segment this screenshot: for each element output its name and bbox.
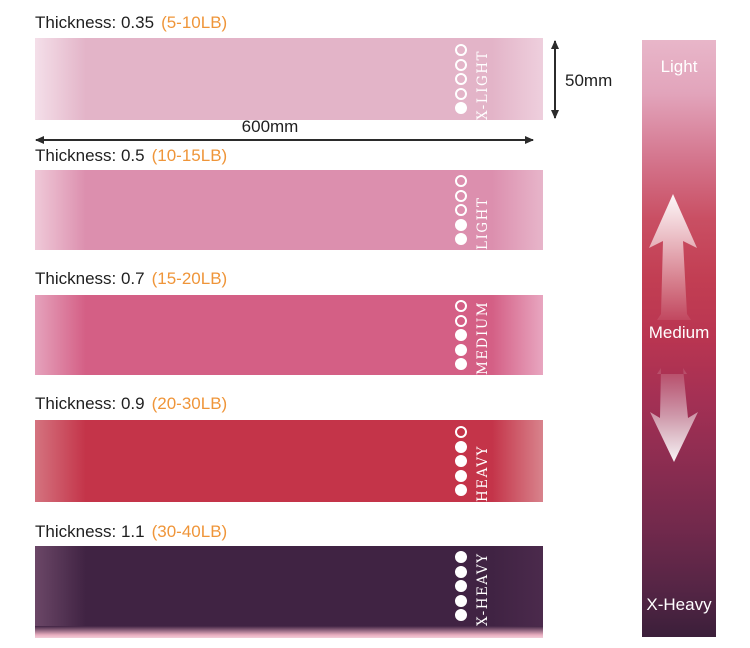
band-level-label: X-LIGHT xyxy=(475,49,491,120)
band-bottom-sheen xyxy=(35,626,543,638)
resistance-dots xyxy=(455,551,467,621)
scale-label-xheavy: X-Heavy xyxy=(646,595,712,614)
arrow-down-icon xyxy=(650,368,698,462)
resistance-dot xyxy=(455,594,467,607)
resistance-dot xyxy=(455,469,467,482)
height-dimension-arrow xyxy=(550,40,559,119)
weight-range-text: (20-30LB) xyxy=(151,394,228,413)
band-thickness-label: Thickness: 0.7 (15-20LB) xyxy=(35,269,227,289)
band-thickness-label: Thickness: 0.5 (10-15LB) xyxy=(35,146,227,166)
resistance-dot xyxy=(455,358,467,370)
weight-range-text: (15-20LB) xyxy=(151,269,228,288)
resistance-dot xyxy=(455,484,467,496)
height-dimension-label: 50mm xyxy=(565,71,613,90)
resistance-dot xyxy=(455,73,467,85)
thickness-text: Thickness: 0.7 xyxy=(35,269,145,288)
resistance-dot xyxy=(455,44,467,56)
width-dimension-label: 600mm xyxy=(241,117,299,136)
resistance-dot xyxy=(455,329,467,341)
weight-range-text: (10-15LB) xyxy=(151,146,228,165)
resistance-dot xyxy=(455,455,467,467)
resistance-dot xyxy=(455,102,467,114)
resistance-scale-bar: Light Medium X-Heavy xyxy=(642,40,716,637)
weight-range-text: (30-40LB) xyxy=(151,522,228,541)
resistance-dot xyxy=(455,426,467,438)
resistance-band-xlight: X-LIGHT xyxy=(35,38,543,120)
arrow-up-icon xyxy=(649,194,697,320)
resistance-dot xyxy=(455,565,467,578)
resistance-dot xyxy=(455,189,467,202)
resistance-dot xyxy=(455,314,467,327)
resistance-band-heavy: HEAVY xyxy=(35,420,543,502)
resistance-dot xyxy=(455,343,467,356)
arrow-left-icon xyxy=(35,135,44,144)
arrow-right-icon xyxy=(525,135,534,144)
resistance-dot xyxy=(455,233,467,245)
resistance-dots xyxy=(455,175,467,245)
width-dimension-arrow xyxy=(35,135,534,144)
resistance-dots xyxy=(455,300,467,370)
weight-range-text: (5-10LB) xyxy=(161,13,228,32)
resistance-dot xyxy=(455,58,467,71)
resistance-dot xyxy=(455,87,467,100)
band-thickness-label: Thickness: 1.1 (30-40LB) xyxy=(35,522,227,542)
resistance-dot xyxy=(455,204,467,216)
band-thickness-label: Thickness: 0.35 (5-10LB) xyxy=(35,13,227,33)
resistance-band-light: LIGHT xyxy=(35,170,543,250)
thickness-text: Thickness: 0.35 xyxy=(35,13,155,32)
resistance-band-xheavy: X-HEAVY xyxy=(35,546,543,638)
band-level-label: LIGHT xyxy=(475,196,491,250)
thickness-text: Thickness: 1.1 xyxy=(35,522,145,541)
band-level-label: HEAVY xyxy=(475,445,491,502)
resistance-dot xyxy=(455,175,467,187)
resistance-dots xyxy=(455,426,467,496)
resistance-dot xyxy=(455,580,467,592)
resistance-dot xyxy=(455,551,467,563)
resistance-dot xyxy=(455,300,467,312)
resistance-dots xyxy=(455,44,467,114)
scale-label-medium: Medium xyxy=(648,323,710,342)
resistance-dot xyxy=(455,609,467,621)
arrow-down-small-icon xyxy=(550,110,559,119)
band-level-label: X-HEAVY xyxy=(475,552,491,626)
scale-label-light: Light xyxy=(660,57,698,76)
thickness-text: Thickness: 0.5 xyxy=(35,146,145,165)
resistance-band-medium: MEDIUM xyxy=(35,295,543,375)
thickness-text: Thickness: 0.9 xyxy=(35,394,145,413)
resistance-dot xyxy=(455,440,467,453)
resistance-dot xyxy=(455,218,467,231)
band-thickness-label: Thickness: 0.9 (20-30LB) xyxy=(35,394,227,414)
band-level-label: MEDIUM xyxy=(475,300,491,375)
arrow-up-small-icon xyxy=(550,40,559,49)
